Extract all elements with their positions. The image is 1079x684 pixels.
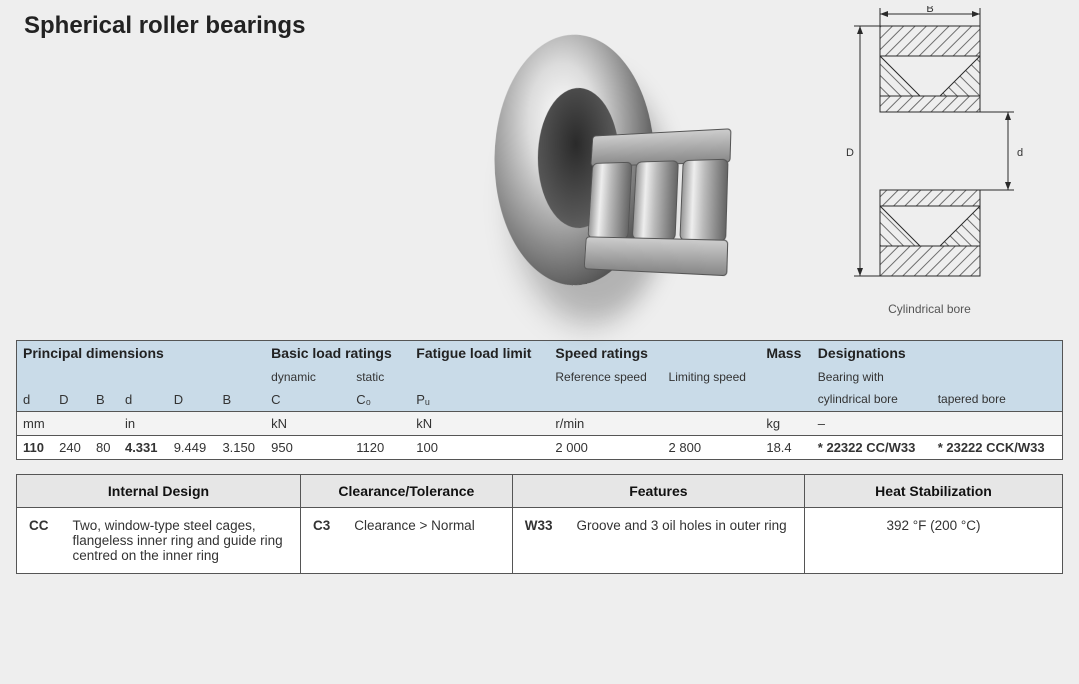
- spec-units-row: mm in kN kN r/min kg –: [17, 412, 1063, 436]
- col-D-mm: D: [53, 388, 90, 412]
- sub-static: static: [356, 370, 384, 384]
- col-B-in: B: [216, 388, 265, 412]
- top-section: Spherical roller bearings: [0, 0, 1079, 320]
- group-fatigue: Fatigue load limit: [416, 345, 531, 361]
- spec-data-row: 110 240 80 4.331 9.449 3.150 950 1120 10…: [17, 436, 1063, 460]
- unit-designations: –: [812, 412, 1063, 436]
- dim-outer-label: D: [846, 147, 854, 159]
- val-d-mm: 110: [17, 436, 54, 460]
- roller-bottom-right: [940, 206, 980, 246]
- roller-top-right: [940, 56, 980, 96]
- val-B-mm: 80: [90, 436, 119, 460]
- unit-in: in: [119, 412, 265, 436]
- code-features: W33: [512, 508, 564, 574]
- inner-ring-top: [880, 96, 980, 112]
- spec-header-row-3: d D B d D B C C₀ Pᵤ cylindrical bore tap…: [17, 388, 1063, 412]
- group-principal: Principal dimensions: [23, 345, 164, 361]
- col-C0: C₀: [350, 388, 410, 412]
- col-C: C: [265, 388, 350, 412]
- val-C0: 1120: [350, 436, 410, 460]
- sub-lim-speed: Limiting speed: [669, 370, 746, 384]
- text-features: Groove and 3 oil holes in outer ring: [565, 508, 805, 574]
- col-desig-cyl: cylindrical bore: [812, 388, 932, 412]
- unit-kN-fatigue: kN: [410, 412, 549, 436]
- bearing-roller: [632, 160, 679, 240]
- val-mass: 18.4: [760, 436, 811, 460]
- val-D-mm: 240: [53, 436, 90, 460]
- val-Pu: 100: [410, 436, 549, 460]
- val-desig-cyl: * 22322 CC/W33: [812, 436, 932, 460]
- roller-bottom-left: [880, 206, 920, 246]
- bearing-rollers-fragment: [583, 128, 731, 285]
- text-clearance: Clearance > Normal: [342, 508, 512, 574]
- hdr-heat: Heat Stabilization: [805, 475, 1063, 508]
- col-B-mm: B: [90, 388, 119, 412]
- group-mass: Mass: [766, 345, 801, 361]
- group-basic-load: Basic load ratings: [271, 345, 392, 361]
- val-lim-speed: 2 800: [663, 436, 761, 460]
- hdr-features: Features: [512, 475, 804, 508]
- bearing-schematic: B D d: [810, 6, 1050, 296]
- val-B-in: 3.150: [216, 436, 265, 460]
- inner-ring-bottom: [880, 190, 980, 206]
- col-desig-tap: tapered bore: [932, 388, 1063, 412]
- dim-inner-label: d: [1016, 147, 1022, 159]
- col-d-in: d: [119, 388, 168, 412]
- col-d-mm: d: [17, 388, 54, 412]
- spec-header-row-2: dynamic static Reference speed Limiting …: [17, 365, 1063, 388]
- bearing-roller: [679, 159, 728, 242]
- code-internal-design: CC: [17, 508, 61, 574]
- unit-rpm: r/min: [549, 412, 760, 436]
- dim-width-label: B: [926, 6, 933, 15]
- text-heat: 392 °F (200 °C): [805, 508, 1063, 574]
- col-D-in: D: [168, 388, 217, 412]
- attr-header-row: Internal Design Clearance/Tolerance Feat…: [17, 475, 1063, 508]
- sub-dynamic: dynamic: [271, 370, 316, 384]
- spec-table: Principal dimensions Basic load ratings …: [16, 340, 1063, 460]
- schematic-column: B D d Cylindrical bor: [780, 0, 1079, 320]
- attribute-table: Internal Design Clearance/Tolerance Feat…: [16, 474, 1063, 574]
- unit-mm: mm: [17, 412, 119, 436]
- val-desig-tap: * 23222 CCK/W33: [932, 436, 1063, 460]
- bearing-roller: [587, 162, 632, 240]
- code-clearance: C3: [301, 508, 343, 574]
- text-internal-design: Two, window-type steel cages, flangeless…: [61, 508, 301, 574]
- page-title: Spherical roller bearings: [0, 0, 400, 40]
- val-D-in: 9.449: [168, 436, 217, 460]
- unit-kg: kg: [760, 412, 811, 436]
- val-d-in: 4.331: [119, 436, 168, 460]
- title-column: Spherical roller bearings: [0, 0, 400, 320]
- spec-header-row-1: Principal dimensions Basic load ratings …: [17, 341, 1063, 366]
- hdr-clearance: Clearance/Tolerance: [301, 475, 513, 508]
- sub-ref-speed: Reference speed: [555, 370, 646, 384]
- roller-top-left: [880, 56, 920, 96]
- sub-bearing-with: Bearing with: [818, 370, 884, 384]
- schematic-caption: Cylindrical bore: [888, 302, 971, 316]
- bearing-3d-render: [480, 30, 700, 290]
- attr-data-row: CC Two, window-type steel cages, flangel…: [17, 508, 1063, 574]
- bearing-render-column: [400, 0, 780, 320]
- hdr-internal-design: Internal Design: [17, 475, 301, 508]
- outer-ring-top: [880, 26, 980, 56]
- outer-ring-bottom: [880, 246, 980, 276]
- group-speed: Speed ratings: [555, 345, 648, 361]
- col-Pu: Pᵤ: [410, 388, 549, 412]
- val-ref-speed: 2 000: [549, 436, 662, 460]
- group-designations: Designations: [818, 345, 906, 361]
- unit-kN-load: kN: [265, 412, 410, 436]
- bearing-cage: [584, 236, 729, 276]
- val-C: 950: [265, 436, 350, 460]
